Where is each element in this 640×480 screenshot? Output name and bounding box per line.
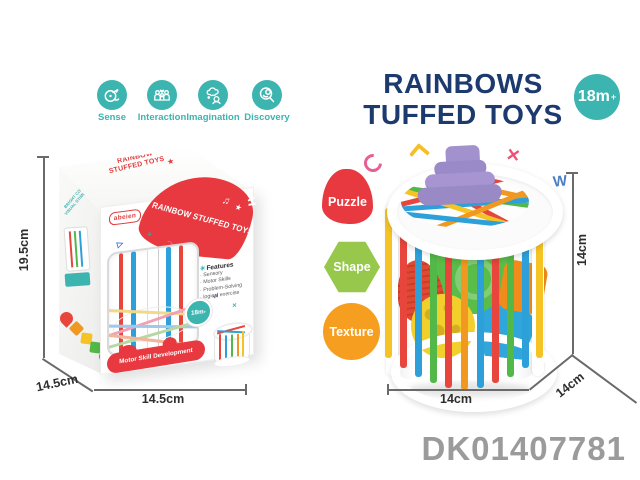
box-age-text: 18m <box>191 308 204 318</box>
box-window <box>107 240 199 358</box>
cage-bottom-ring <box>391 332 557 412</box>
box-width-dimension: 14.5cm <box>141 392 185 406</box>
triangle-confetti-icon: ▷ <box>115 238 125 250</box>
toy-illustration <box>385 144 563 412</box>
elastic-band <box>430 230 437 383</box>
badge-texture: Texture <box>323 303 380 360</box>
banner-bump <box>162 336 177 351</box>
dimension-line <box>43 156 45 358</box>
dimension-line <box>387 389 529 391</box>
elastic-band <box>492 230 499 383</box>
w-zigzag-confetti-icon: W <box>552 172 569 191</box>
dimension-tick <box>387 384 389 395</box>
thumb-stripe <box>78 230 84 267</box>
circle-shape <box>99 351 100 362</box>
elastic-band <box>415 224 422 377</box>
dash-decoration <box>248 202 256 206</box>
side-thumbnail <box>63 226 91 272</box>
boat-hull <box>417 183 503 207</box>
music-note-icon: ♫ <box>220 194 232 208</box>
badge-texture-label: Texture <box>329 325 374 339</box>
brand-logo: abeien <box>109 208 141 226</box>
box-height-dimension: 19.5cm <box>17 228 31 272</box>
age-badge-plus: + <box>610 92 617 102</box>
side-teal-strip <box>64 272 91 287</box>
title-line-2: TUFFED TOYS <box>363 99 563 130</box>
magnifier-face-icon <box>252 80 282 110</box>
box-front-face: abeien RAINBOW STUFFED TOYS ♫ ★ ▷ ✳ w ✕ <box>100 171 261 375</box>
toy-width-dimension: 14cm <box>440 392 472 406</box>
elastic-band <box>461 235 468 390</box>
thumb-stripe <box>73 231 79 268</box>
badge-puzzle: Puzzle <box>322 169 373 224</box>
badge-puzzle-label: Puzzle <box>328 195 367 209</box>
family-icon <box>147 80 177 110</box>
dimension-line <box>572 172 574 354</box>
thought-bubble-icon <box>198 80 228 110</box>
box-toy-thumbnail <box>213 319 253 369</box>
box-age-plus: + <box>203 309 206 315</box>
page-title: RAINBOWS TUFFED TOYS <box>348 68 578 130</box>
badge-shape-label: Shape <box>333 260 371 274</box>
product-code: DK01407781 <box>421 430 626 467</box>
title-line-1: RAINBOWS <box>383 68 543 99</box>
toy-height-dimension: 14cm <box>575 234 589 266</box>
star-icon: ★ <box>233 202 244 213</box>
elastic-band <box>445 234 452 388</box>
elastic-band <box>400 216 407 368</box>
benefit-label-sense: Sense <box>98 112 126 123</box>
cross-confetti-icon: ✕ <box>232 302 238 310</box>
elastic-band <box>536 208 543 358</box>
packaging-box: RAINBOW STUFFED TOYS ★ BRIGHT COLORS VIS… <box>55 145 261 397</box>
benefit-label-interaction: Interaction <box>137 112 187 123</box>
features-list: ✳Features Sensory Motor Skills Problem-S… <box>200 258 250 302</box>
star-icon: ★ <box>166 156 176 167</box>
boat-shape <box>411 144 505 219</box>
elastic-band <box>507 224 514 377</box>
age-badge: 18m + <box>574 74 620 120</box>
elastic-band <box>385 208 392 358</box>
touch-sense-icon <box>97 80 127 110</box>
badge-shape: Shape <box>324 241 380 293</box>
age-badge-text: 18m <box>577 88 610 105</box>
dimension-tick <box>566 172 578 174</box>
benefit-label-discovery: Discovery <box>244 112 290 123</box>
dash-decoration <box>247 196 255 202</box>
dimension-tick <box>37 156 49 158</box>
elastic-band <box>477 234 484 388</box>
benefit-label-imagination: Imagination <box>186 112 240 123</box>
thumb-stripe <box>68 231 74 268</box>
sparkle-confetti-icon: ✳ <box>147 232 153 239</box>
dimension-line <box>94 389 246 391</box>
elastic-band <box>522 216 529 368</box>
dimension-tick <box>245 384 247 395</box>
box-top-text: RAINBOW STUFFED TOYS <box>108 150 166 176</box>
c-arc-confetti <box>360 150 386 176</box>
